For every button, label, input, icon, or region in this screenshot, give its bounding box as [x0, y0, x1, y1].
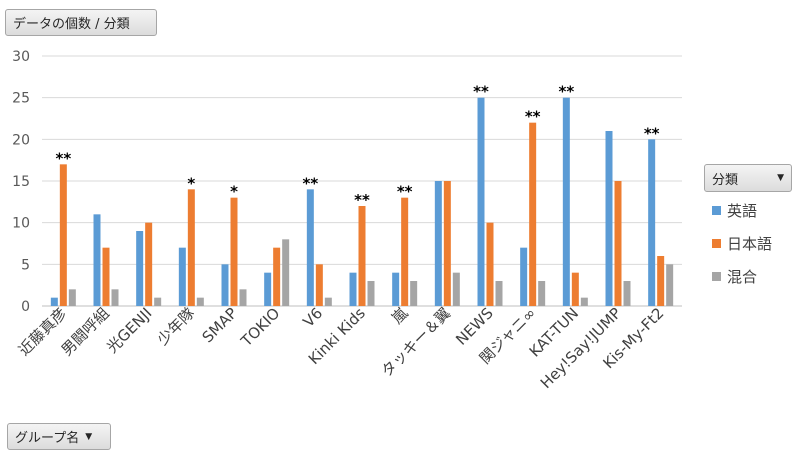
- bar[interactable]: [145, 222, 153, 306]
- legend-label: 日本語: [727, 235, 773, 253]
- pivot-field-label: データの個数 / 分類: [13, 17, 130, 32]
- bar[interactable]: [571, 272, 579, 306]
- annotation-label: **: [302, 174, 318, 192]
- bar[interactable]: [434, 181, 442, 306]
- y-tick-label: 30: [12, 49, 30, 65]
- bar[interactable]: [230, 197, 238, 306]
- legend-item[interactable]: 英語: [712, 200, 757, 221]
- bar[interactable]: [324, 297, 332, 306]
- annotation-label: **: [525, 108, 541, 126]
- x-tick-label: 光GENJI: [103, 304, 155, 356]
- bar[interactable]: [68, 289, 76, 306]
- legend-label: 英語: [727, 202, 758, 220]
- bar[interactable]: [358, 206, 366, 306]
- bar[interactable]: [178, 247, 186, 306]
- annotation-label: *: [187, 174, 195, 192]
- significance-annotations: *** * **** **********: [55, 83, 659, 209]
- bar[interactable]: [623, 281, 631, 306]
- bar[interactable]: [282, 239, 290, 306]
- bar[interactable]: [59, 164, 67, 306]
- bar[interactable]: [239, 289, 247, 306]
- bar[interactable]: [102, 247, 110, 306]
- legend-swatch: [712, 206, 721, 215]
- bar[interactable]: [495, 281, 503, 306]
- pivot-field-button-values[interactable]: データの個数 / 分類: [5, 9, 157, 36]
- annotation-label: **: [397, 183, 413, 201]
- legend-item[interactable]: 混合: [712, 266, 757, 287]
- bar[interactable]: [657, 256, 665, 306]
- legend-item[interactable]: 日本語: [712, 233, 772, 254]
- bar[interactable]: [154, 297, 162, 306]
- bar[interactable]: [93, 214, 101, 306]
- y-tick-label: 20: [12, 132, 30, 148]
- annotation-label: **: [558, 83, 574, 101]
- dropdown-arrow-icon: ▼: [85, 431, 93, 442]
- bar[interactable]: [221, 264, 229, 306]
- x-tick-label: SMAP: [199, 304, 241, 346]
- bar[interactable]: [666, 264, 674, 306]
- legend-field-button[interactable]: 分類 ▼: [704, 164, 792, 192]
- axis-field-label: グループ名: [15, 431, 80, 446]
- bar[interactable]: [648, 139, 656, 306]
- bar[interactable]: [605, 131, 613, 306]
- legend-swatch: [712, 272, 721, 281]
- annotation-label: **: [354, 191, 370, 209]
- x-tick-label: 男闘呼組: [58, 304, 113, 359]
- x-tick-label: TOKIO: [237, 304, 284, 351]
- x-tick-label: V6: [299, 304, 326, 331]
- bar[interactable]: [401, 197, 409, 306]
- bar[interactable]: [264, 272, 272, 306]
- bar[interactable]: [136, 231, 144, 306]
- bar[interactable]: [111, 289, 119, 306]
- legend-field-label: 分類: [712, 172, 739, 188]
- bar[interactable]: [50, 297, 58, 306]
- annotation-label: *: [230, 183, 238, 201]
- x-tick-label: 嵐: [388, 304, 411, 327]
- bar[interactable]: [614, 181, 622, 306]
- bar[interactable]: [580, 297, 588, 306]
- bar[interactable]: [452, 272, 460, 306]
- bar[interactable]: [538, 281, 546, 306]
- bar[interactable]: [349, 272, 357, 306]
- y-tick-label: 0: [21, 299, 30, 315]
- bar[interactable]: [562, 97, 570, 307]
- y-axis-ticks: 0 5 10 15 20 25 30: [12, 49, 30, 315]
- annotation-label: **: [473, 83, 489, 101]
- bars: [50, 97, 674, 307]
- bar[interactable]: [306, 189, 314, 306]
- bar[interactable]: [187, 189, 195, 306]
- bar[interactable]: [477, 97, 485, 307]
- bar[interactable]: [410, 281, 418, 306]
- bar[interactable]: [443, 181, 451, 306]
- legend-label: 混合: [727, 268, 758, 286]
- bar[interactable]: [529, 122, 537, 307]
- y-tick-label: 10: [12, 216, 30, 232]
- pivot-field-button-axis[interactable]: グループ名 ▼: [7, 423, 111, 450]
- bar[interactable]: [315, 264, 323, 306]
- bar[interactable]: [273, 247, 281, 306]
- annotation-label: **: [644, 124, 660, 142]
- legend-swatch: [712, 239, 721, 248]
- bar[interactable]: [520, 247, 528, 306]
- bar[interactable]: [196, 297, 204, 306]
- y-tick-label: 25: [12, 91, 30, 107]
- y-tick-label: 5: [21, 257, 30, 273]
- dropdown-arrow-icon: ▼: [777, 173, 784, 183]
- bar[interactable]: [392, 272, 400, 306]
- y-tick-label: 15: [12, 174, 30, 190]
- bar[interactable]: [486, 222, 494, 306]
- bar[interactable]: [367, 281, 375, 306]
- x-tick-label: 少年隊: [154, 304, 199, 349]
- annotation-label: **: [55, 149, 71, 167]
